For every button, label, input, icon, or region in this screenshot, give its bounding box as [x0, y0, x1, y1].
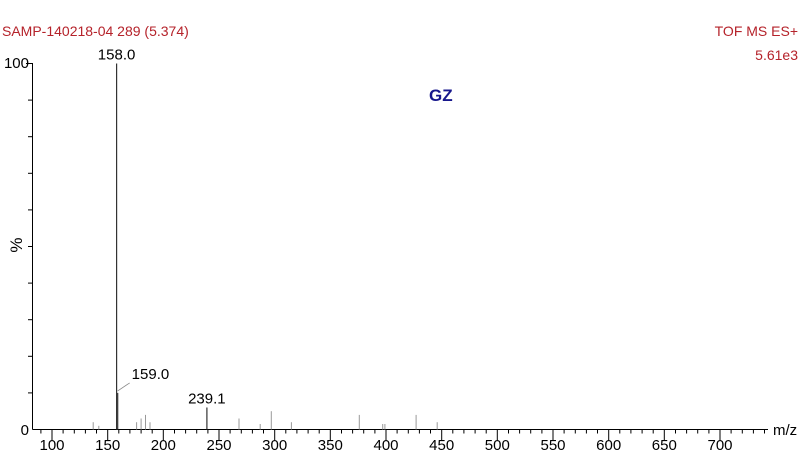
svg-text:TOF MS ES+: TOF MS ES+ — [715, 23, 798, 39]
svg-text:5.61e3: 5.61e3 — [755, 47, 798, 63]
svg-text:450: 450 — [429, 437, 454, 454]
svg-text:%: % — [7, 237, 26, 252]
svg-text:700: 700 — [707, 437, 732, 454]
svg-text:300: 300 — [262, 437, 287, 454]
svg-text:250: 250 — [206, 437, 231, 454]
svg-text:SAMP-140218-04 289 (5.374): SAMP-140218-04 289 (5.374) — [2, 23, 189, 39]
svg-text:m/z: m/z — [773, 422, 797, 439]
svg-text:159.0: 159.0 — [132, 366, 170, 383]
svg-text:200: 200 — [151, 437, 176, 454]
svg-text:600: 600 — [596, 437, 621, 454]
svg-text:650: 650 — [652, 437, 677, 454]
svg-text:239.1: 239.1 — [188, 391, 226, 408]
svg-text:100: 100 — [39, 437, 64, 454]
svg-text:350: 350 — [318, 437, 343, 454]
svg-text:550: 550 — [540, 437, 565, 454]
svg-text:GZ: GZ — [429, 86, 453, 105]
svg-text:500: 500 — [485, 437, 510, 454]
svg-text:158.0: 158.0 — [98, 47, 136, 64]
svg-text:400: 400 — [373, 437, 398, 454]
svg-text:100: 100 — [4, 55, 29, 72]
svg-text:0: 0 — [21, 422, 29, 439]
svg-text:150: 150 — [95, 437, 120, 454]
